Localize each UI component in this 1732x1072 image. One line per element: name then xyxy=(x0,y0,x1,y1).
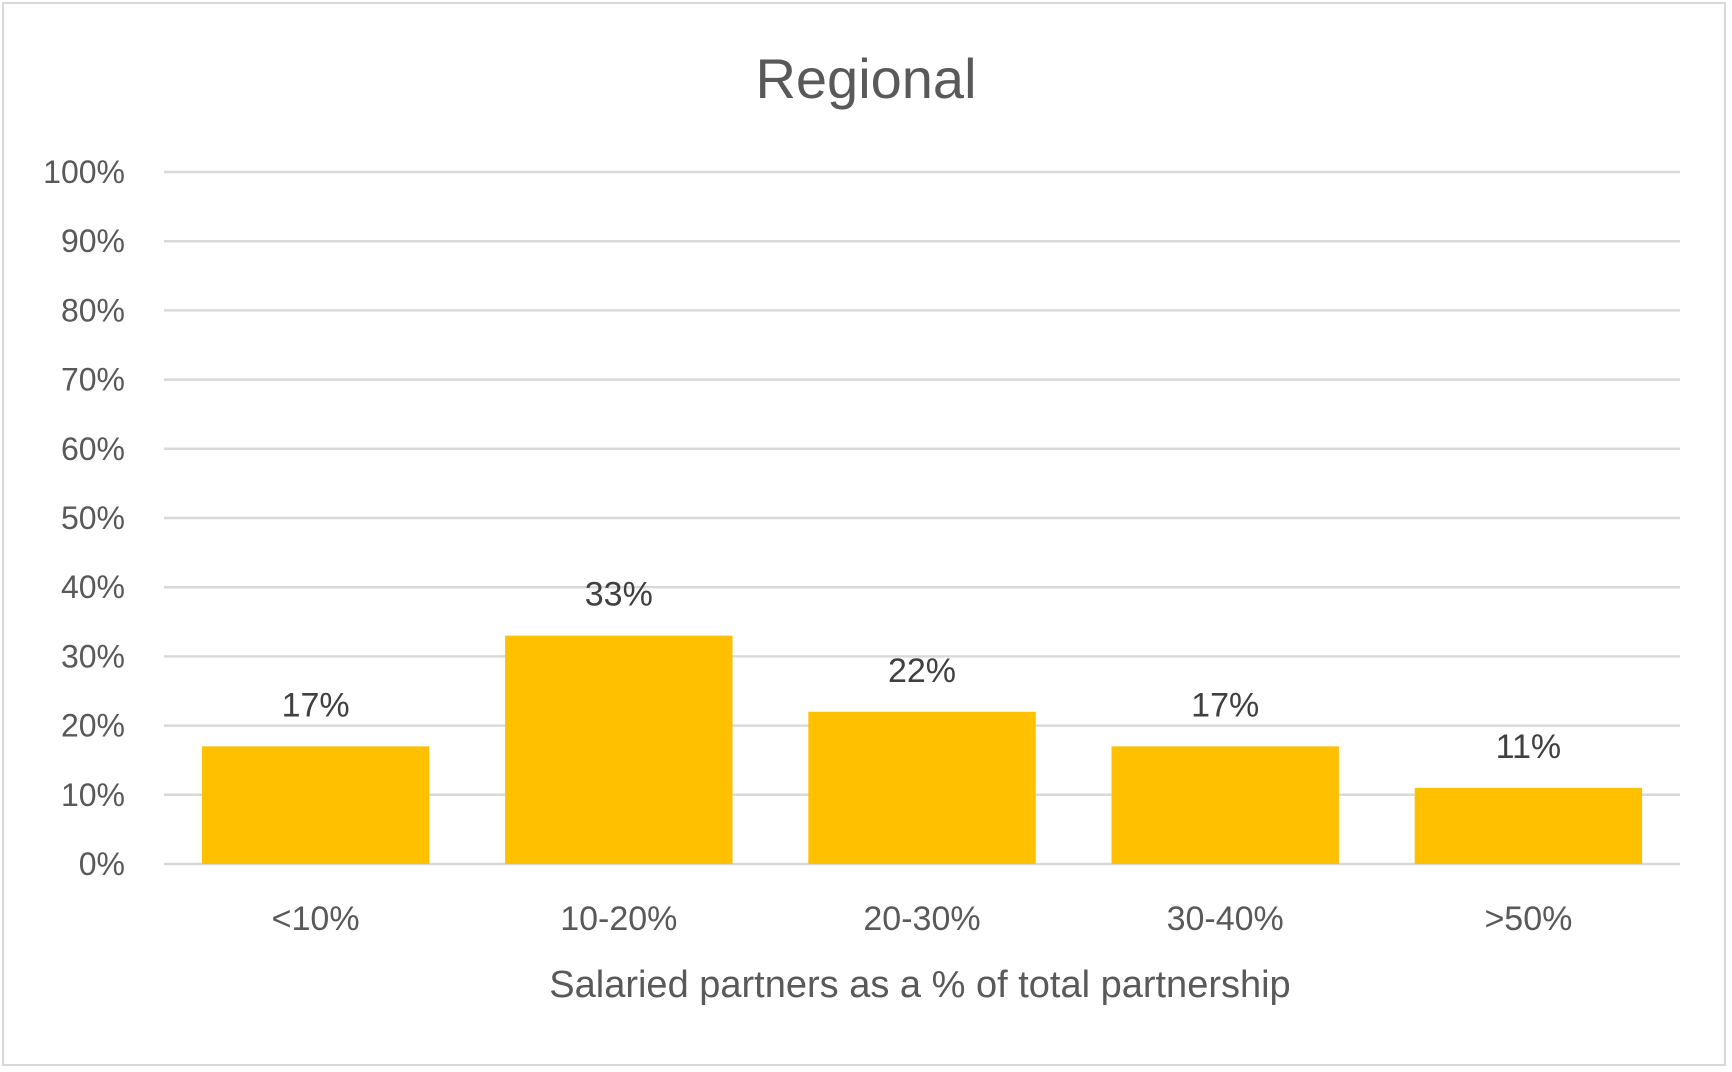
y-tick-label: 70% xyxy=(61,362,125,398)
x-tick-label: 10-20% xyxy=(560,900,677,938)
x-tick-label: 30-40% xyxy=(1167,900,1284,938)
y-tick-label: 0% xyxy=(79,846,125,882)
x-tick-label: 20-30% xyxy=(863,900,980,938)
data-labels: 17% 33% 22% 17% 11% xyxy=(282,576,1562,766)
x-tick-label: <10% xyxy=(272,900,360,938)
bar xyxy=(1111,746,1339,864)
y-tick-label: 90% xyxy=(61,223,125,259)
data-label: 33% xyxy=(585,576,653,614)
y-tick-label: 100% xyxy=(43,154,125,190)
y-tick-label: 50% xyxy=(61,500,125,536)
bar xyxy=(808,711,1036,864)
x-axis-categories: <10% 10-20% 20-30% 30-40% >50% xyxy=(272,900,1573,938)
x-tick-label: >50% xyxy=(1484,900,1572,938)
bar xyxy=(1414,787,1643,864)
y-tick-label: 60% xyxy=(61,431,125,467)
data-label: 22% xyxy=(888,652,956,690)
bar xyxy=(201,746,430,864)
chart-title: Regional xyxy=(755,47,976,110)
y-axis-ticks: 0% 10% 20% 30% 40% 50% 60% 70% 80% 90% 100% xyxy=(43,154,125,882)
y-tick-label: 80% xyxy=(61,292,125,328)
y-tick-label: 40% xyxy=(61,569,125,605)
bar xyxy=(505,635,733,864)
data-label: 11% xyxy=(1496,728,1562,766)
y-tick-label: 30% xyxy=(61,638,125,674)
bars xyxy=(201,635,1643,864)
y-tick-label: 10% xyxy=(61,777,125,813)
x-axis-title: Salaried partners as a % of total partne… xyxy=(549,964,1290,1006)
data-label: 17% xyxy=(282,686,350,724)
y-tick-label: 20% xyxy=(61,708,125,744)
data-label: 17% xyxy=(1191,686,1259,724)
